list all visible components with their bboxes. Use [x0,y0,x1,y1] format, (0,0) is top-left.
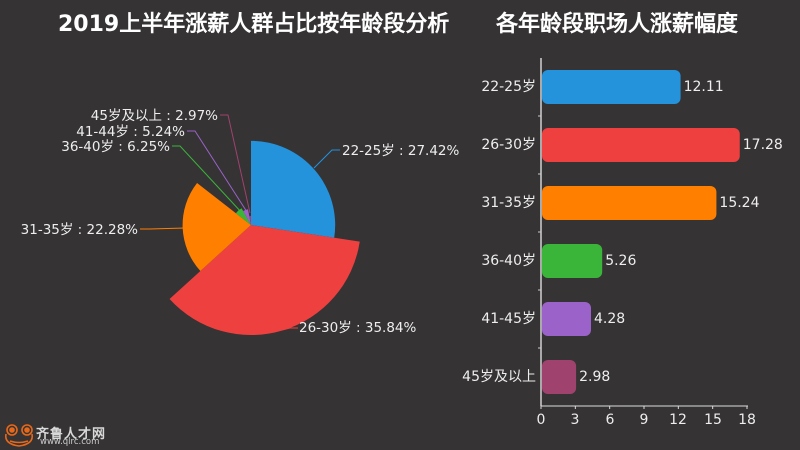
bar-41-45岁 [542,302,591,336]
bar-value-label: 4.28 [594,311,625,327]
leader-line-41-44 [187,130,248,213]
bar-value-label: 5.26 [605,253,636,269]
bar-31-35岁 [542,186,717,220]
bar-category-label: 45岁及以上 [462,369,536,385]
pie-slice-36-40岁 [235,208,251,225]
leader-line-22-25 [313,149,340,169]
bar-value-labels: 12.11 17.28 15.24 5.26 4.28 2.98 [579,79,783,385]
bar-category-label: 26-30岁 [481,137,536,153]
x-tick-labels: 0 3 6 9 12 15 18 [537,412,756,428]
leader-line-36-40 [172,145,243,214]
pie-label-26-30: 26-30岁 : 35.84% [299,320,417,336]
pie-leader-lines [140,114,340,331]
rose-pie-chart [169,140,360,336]
bar-22-25岁 [542,70,681,104]
y-axis-ticks [538,115,541,349]
x-tick-label: 15 [704,412,722,428]
pie-label-41-44: 41-44岁 : 5.24% [76,124,185,140]
x-axis-ticks [540,406,748,409]
bar-chart-title: 各年龄段职场人涨薪幅度 [496,12,739,37]
bar-value-label: 15.24 [719,195,759,211]
pie-slice-45岁及以上 [249,215,251,225]
pie-label-45plus: 45岁及以上 : 2.97% [91,108,218,124]
bar-category-labels: 22-25岁 26-30岁 31-35岁 36-40岁 41-45岁 45岁及以… [462,79,536,385]
bar-value-label: 2.98 [579,369,610,385]
pie-label-22-25: 22-25岁 : 27.42% [342,143,460,159]
logo-name: 齐鲁人才网 [36,427,107,442]
leader-line-26-30 [281,327,298,331]
pie-slice-22-25岁 [251,140,336,238]
x-tick-label: 12 [669,412,687,428]
bar-category-label: 41-45岁 [481,311,536,327]
bars [542,70,740,394]
x-tick-label: 0 [537,412,546,428]
bar-chart: 22-25岁 26-30岁 31-35岁 36-40岁 41-45岁 45岁及以… [462,58,783,428]
x-tick-label: 3 [571,412,580,428]
pie-slice-26-30岁 [169,225,360,336]
bar-value-label: 12.11 [684,79,724,95]
frog-logo-icon [4,424,34,447]
bar-category-label: 22-25岁 [481,79,536,95]
leader-line-31-35 [140,227,186,230]
bar-category-label: 36-40岁 [481,253,536,269]
x-tick-label: 9 [640,412,649,428]
x-tick-label: 18 [738,412,756,428]
bar-value-label: 17.28 [743,137,783,153]
bar-category-label: 31-35岁 [481,195,536,211]
pie-label-36-40: 36-40岁 : 6.25% [61,139,170,155]
bar-45岁及以上 [542,360,577,394]
bar-36-40岁 [542,244,603,278]
logo-url: www.qlrc.com [40,437,100,447]
x-tick-label: 6 [606,412,615,428]
leader-line-45plus [220,114,251,214]
bar-26-30岁 [542,128,740,162]
pie-chart-title: 2019上半年涨薪人群占比按年龄段分析 [58,12,450,37]
pie-slice-41-44岁 [243,209,251,225]
pie-label-31-35: 31-35岁 : 22.28% [21,222,139,238]
pie-slice-31-35岁 [182,182,251,271]
pie-labels: 22-25岁 : 27.42% 26-30岁 : 35.84% 31-35岁 :… [21,108,460,336]
